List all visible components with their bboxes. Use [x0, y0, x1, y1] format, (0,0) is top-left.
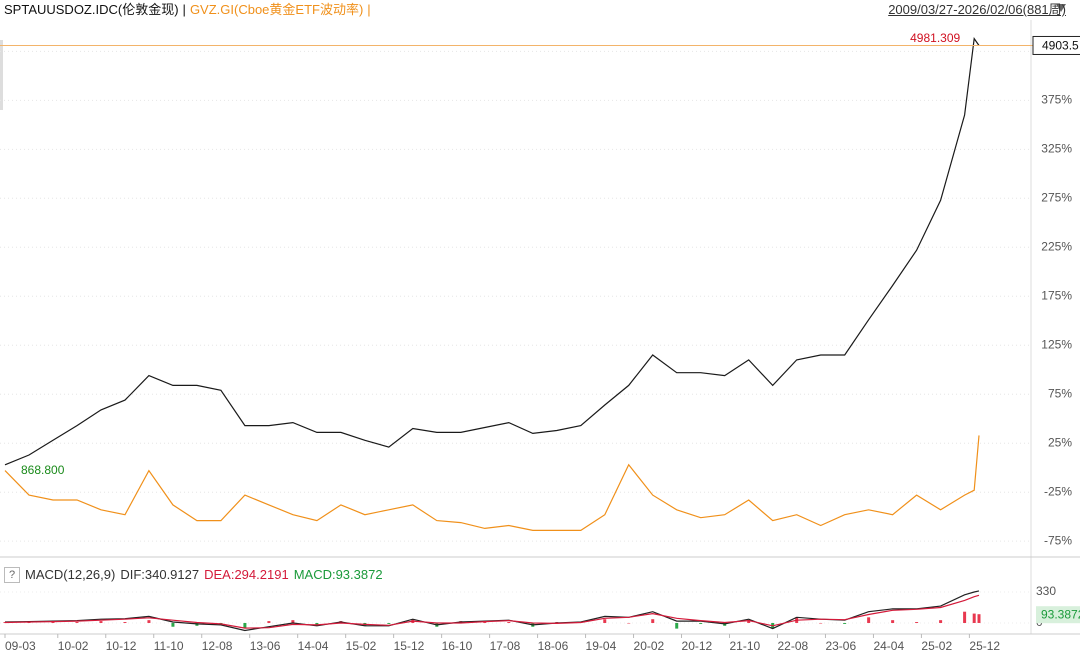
series-line: [4, 594, 980, 629]
macd-bar: [651, 619, 655, 623]
series-line: [4, 435, 980, 531]
x-tick-label: 10-12: [106, 639, 137, 653]
macd-bar: [99, 621, 103, 623]
macd-bar: [387, 622, 391, 624]
legend-separator: |: [182, 2, 186, 17]
legend-name: DEA:: [204, 567, 235, 582]
macd-bar: [747, 620, 751, 623]
macd-bar: [483, 622, 487, 623]
macd-bar: [291, 620, 295, 623]
y-tick-label: 125%: [1041, 337, 1072, 351]
macd-bar: [915, 622, 919, 623]
y-tick-label: 175%: [1041, 288, 1072, 302]
x-tick-label: 17-08: [490, 639, 521, 653]
x-tick-label: 11-10: [154, 639, 184, 653]
macd-bar: [315, 622, 319, 625]
y-tick-label: 330: [1036, 584, 1056, 598]
macd-bar: [963, 611, 967, 623]
indicator-title[interactable]: MACD(12,26,9): [25, 567, 116, 582]
macd-bar: [867, 617, 871, 623]
last-price-box: [1032, 35, 1080, 55]
x-tick-label: 24-04: [873, 639, 904, 653]
macd-bar: [75, 622, 79, 623]
macd-value-label: 93.3872: [1041, 607, 1080, 621]
macd-bar: [3, 622, 7, 623]
y-tick-label: 75%: [1048, 386, 1072, 400]
x-tick-label: 09-03: [5, 639, 36, 653]
series-line: [4, 590, 980, 632]
legend-separator: |: [367, 2, 371, 17]
x-tick-label: 25-02: [921, 639, 952, 653]
legend-value: 294.2191: [234, 567, 289, 582]
legend-entry[interactable]: SPTAUUSDOZ.IDC(伦敦金现): [4, 2, 179, 17]
legend-entry[interactable]: GVZ.GI(Cboe黄金ETF波动率): [189, 2, 364, 17]
x-tick-label: 20-12: [682, 639, 713, 653]
x-tick-label: 16-10: [442, 639, 473, 653]
x-tick-label: 10-02: [58, 639, 89, 653]
y-tick-label: -25%: [1044, 484, 1072, 498]
legend-value: 93.3872: [335, 567, 383, 582]
dropdown-arrow[interactable]: [1056, 4, 1066, 12]
legend: SPTAUUSDOZ.IDC(伦敦金现) | GVZ.GI(Cboe黄金ETF波动率…: [4, 1, 375, 19]
y-tick-label: 325%: [1041, 141, 1072, 155]
x-tick-label: 18-06: [538, 639, 569, 653]
macd-bar: [627, 622, 631, 624]
macd-bar: [843, 622, 847, 624]
start-label: 868.800: [21, 463, 65, 477]
x-tick-label: 25-12: [969, 639, 1000, 653]
legend-value: 340.9127: [144, 567, 200, 582]
macd-bar: [51, 622, 55, 623]
y-tick-label: 225%: [1041, 239, 1072, 253]
macd-bar: [819, 622, 823, 624]
x-tick-label: 14-04: [298, 639, 329, 653]
macd-bar: [977, 614, 981, 623]
macd-bar: [507, 622, 511, 623]
macd-bar: [939, 620, 943, 623]
x-tick-label: 22-08: [777, 639, 808, 653]
last-price-label: 4903.5: [1042, 39, 1079, 53]
legend-name: DIF:: [120, 567, 145, 582]
y-tick-label: 375%: [1041, 93, 1072, 107]
macd-bar: [699, 622, 703, 624]
x-tick-label: 20-02: [634, 639, 665, 653]
y-tick-label: 25%: [1048, 435, 1072, 449]
x-tick-label: 15-02: [346, 639, 377, 653]
macd-bar: [675, 622, 679, 629]
legend-name: MACD:: [293, 567, 336, 582]
x-tick-label: 12-08: [202, 639, 233, 653]
scroll-indicator: [0, 40, 3, 110]
macd-bar: [972, 613, 976, 623]
macd-value-box: [1036, 606, 1080, 624]
macd-bar: [147, 620, 151, 623]
macd-legend: ? MACD(12,26,9) DIF: 340.9127 DEA: 294.219…: [4, 566, 388, 584]
high-label: 4981.309: [910, 31, 960, 45]
series-line: [4, 36, 980, 466]
macd-bar: [123, 622, 127, 623]
y-tick-label: 275%: [1041, 190, 1072, 204]
x-tick-label: 21-10: [730, 639, 761, 653]
x-tick-label: 23-06: [825, 639, 856, 653]
macd-bar: [243, 622, 247, 628]
x-tick-label: 19-04: [586, 639, 617, 653]
macd-bar: [603, 619, 607, 623]
x-tick-label: 15-12: [394, 639, 425, 653]
x-tick-label: 13-06: [250, 639, 281, 653]
macd-bar: [267, 621, 271, 623]
date-range[interactable]: 2009/03/27-2026/02/06(881周): [888, 2, 1066, 17]
help-button[interactable]: ?: [4, 567, 20, 583]
y-tick-label: -75%: [1044, 533, 1072, 547]
macd-bar: [891, 620, 895, 623]
macd-bar: [171, 622, 175, 627]
